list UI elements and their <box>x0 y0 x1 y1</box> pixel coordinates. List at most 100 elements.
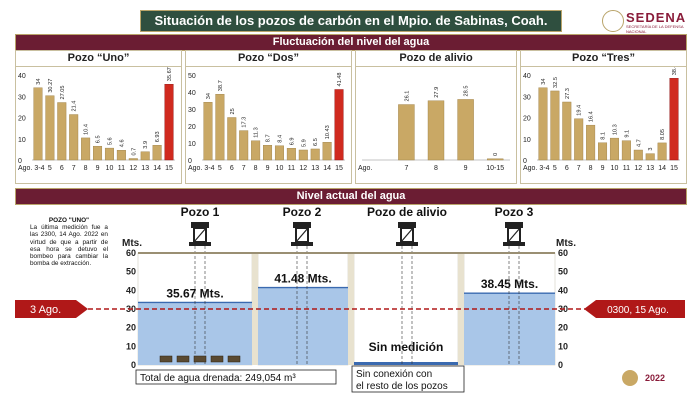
data-label: 21.4 <box>72 101 78 112</box>
bar <box>33 87 43 161</box>
water-fill <box>464 293 555 365</box>
section-title-fluctuation: Fluctuación del nivel del agua <box>15 34 687 51</box>
water-fill <box>258 287 348 365</box>
bar <box>239 130 249 161</box>
bar <box>203 102 213 161</box>
x-tick-label: 12 <box>129 165 137 172</box>
x-tick-label: 9 <box>266 165 270 172</box>
x-tick-label: 14 <box>153 165 161 172</box>
tower-base-icon <box>396 242 418 246</box>
bar <box>538 87 548 161</box>
data-label: 8.4 <box>277 135 283 143</box>
bar <box>486 158 504 161</box>
tower-brace-icon <box>507 227 521 243</box>
y-tick-label: 40 <box>523 73 531 80</box>
well-level-label: Sin medición <box>369 340 444 354</box>
x-tick-label: Ago. <box>358 165 372 172</box>
tower-base-icon <box>291 242 313 246</box>
section-title-level: Nivel actual del agua <box>15 188 687 205</box>
right-marker-arrow <box>584 300 685 318</box>
y-tick-label: 40 <box>188 90 196 97</box>
y-tick-label: 0 <box>188 158 192 165</box>
bar <box>598 142 608 161</box>
bar <box>562 101 572 161</box>
well-level-label: 41.48 Mts. <box>274 272 331 286</box>
y-tick-right: 60 <box>558 248 568 258</box>
y-tick-right: 0 <box>558 360 563 370</box>
x-tick-label: 6 <box>60 165 64 172</box>
x-tick-label: 12 <box>634 165 642 172</box>
x-tick-label: 13 <box>141 165 149 172</box>
x-tick-label: 11 <box>118 165 125 172</box>
right-marker-label: 0300, 15 Ago. <box>607 305 669 316</box>
data-label: 8.1 <box>601 132 607 140</box>
x-tick-label: 7 <box>577 165 581 172</box>
bar <box>609 137 619 161</box>
bar <box>93 145 103 161</box>
drained-box <box>135 369 337 385</box>
x-tick-label: 11 <box>623 165 630 172</box>
bar <box>251 140 261 161</box>
bar <box>550 90 560 161</box>
bar <box>621 140 631 161</box>
x-tick-label: 10 <box>106 165 114 172</box>
y-tick-left: 40 <box>126 285 136 295</box>
tower-brace-icon <box>295 227 309 243</box>
data-label: 4.7 <box>636 139 642 147</box>
y-tick-label: 30 <box>18 94 26 101</box>
x-tick-label: 10-15 <box>486 165 504 172</box>
data-label: 3 <box>648 148 654 151</box>
bar <box>427 100 445 161</box>
y-tick-label: 20 <box>523 116 531 123</box>
sedena-logo: SEDENA SECRETARÍA DE LA DEFENSA NACIONAL <box>602 8 692 34</box>
note-text: La última medición fue a las 2300, 14 Ag… <box>30 224 108 268</box>
data-label: 17.3 <box>242 117 248 128</box>
well-title: Pozo 2 <box>283 205 322 219</box>
tower-head-icon <box>398 222 416 228</box>
y-tick-label: 10 <box>188 141 196 148</box>
data-label: 26.1 <box>404 91 410 102</box>
x-tick-label: Ago. 3-4 <box>523 165 550 172</box>
data-label: 3.9 <box>143 141 149 149</box>
data-label: 34 <box>36 79 42 85</box>
y-tick-label: 20 <box>188 124 196 131</box>
bar <box>457 99 474 161</box>
bar <box>164 84 174 161</box>
tower-base-icon <box>503 242 525 246</box>
rock-separator <box>348 253 354 365</box>
data-label: 10.4 <box>84 124 90 135</box>
bar <box>152 145 162 161</box>
bar <box>298 149 308 161</box>
chart-title: Pozo de alivio <box>356 51 516 67</box>
data-label: 34 <box>541 79 547 85</box>
y-tick-right: 10 <box>558 341 568 351</box>
x-tick-label: 5 <box>218 165 222 172</box>
chart-title: Pozo “Tres” <box>521 51 686 67</box>
y-tick-left: 50 <box>126 267 136 277</box>
y-tick-left: 60 <box>126 248 136 258</box>
x-tick-label: Ago. 3-4 <box>18 165 45 172</box>
chart-pozo-tres: 0 10 20 30 40 34 Ago. 3-4 32.5 5 27.3 6 19.4 7 16.4 8 8… <box>523 67 680 172</box>
portrait-icon <box>622 370 638 386</box>
tower-brace-icon <box>400 227 414 243</box>
x-tick-label: 13 <box>646 165 654 172</box>
x-tick-label: 5 <box>553 165 557 172</box>
y-tick-left: 20 <box>126 323 136 333</box>
y-tick-label: 50 <box>188 73 196 80</box>
chart-pozo-alivio: Ago. 26.1 7 27.9 8 28.5 9 0 10-15 <box>358 86 510 172</box>
bar <box>116 150 126 161</box>
x-tick-label: 7 <box>404 165 408 172</box>
x-tick-label: 10 <box>276 165 284 172</box>
data-label: 8.05 <box>660 129 666 140</box>
bar <box>657 142 667 161</box>
x-tick-label: 8 <box>254 165 258 172</box>
bar <box>334 89 344 161</box>
bar <box>669 78 679 161</box>
y-tick-right: 20 <box>558 323 568 333</box>
well-title: Pozo 1 <box>181 205 220 219</box>
y-tick-label: 20 <box>18 116 26 123</box>
x-tick-label: 9 <box>464 165 468 172</box>
drained-label: Total de agua drenada: 249,054 m³ <box>140 373 296 384</box>
chart-pozo-uno: 0 10 20 30 40 34 Ago. 3-4 30.27 5 27.05 6 21.4 7 10.4… <box>18 67 175 172</box>
